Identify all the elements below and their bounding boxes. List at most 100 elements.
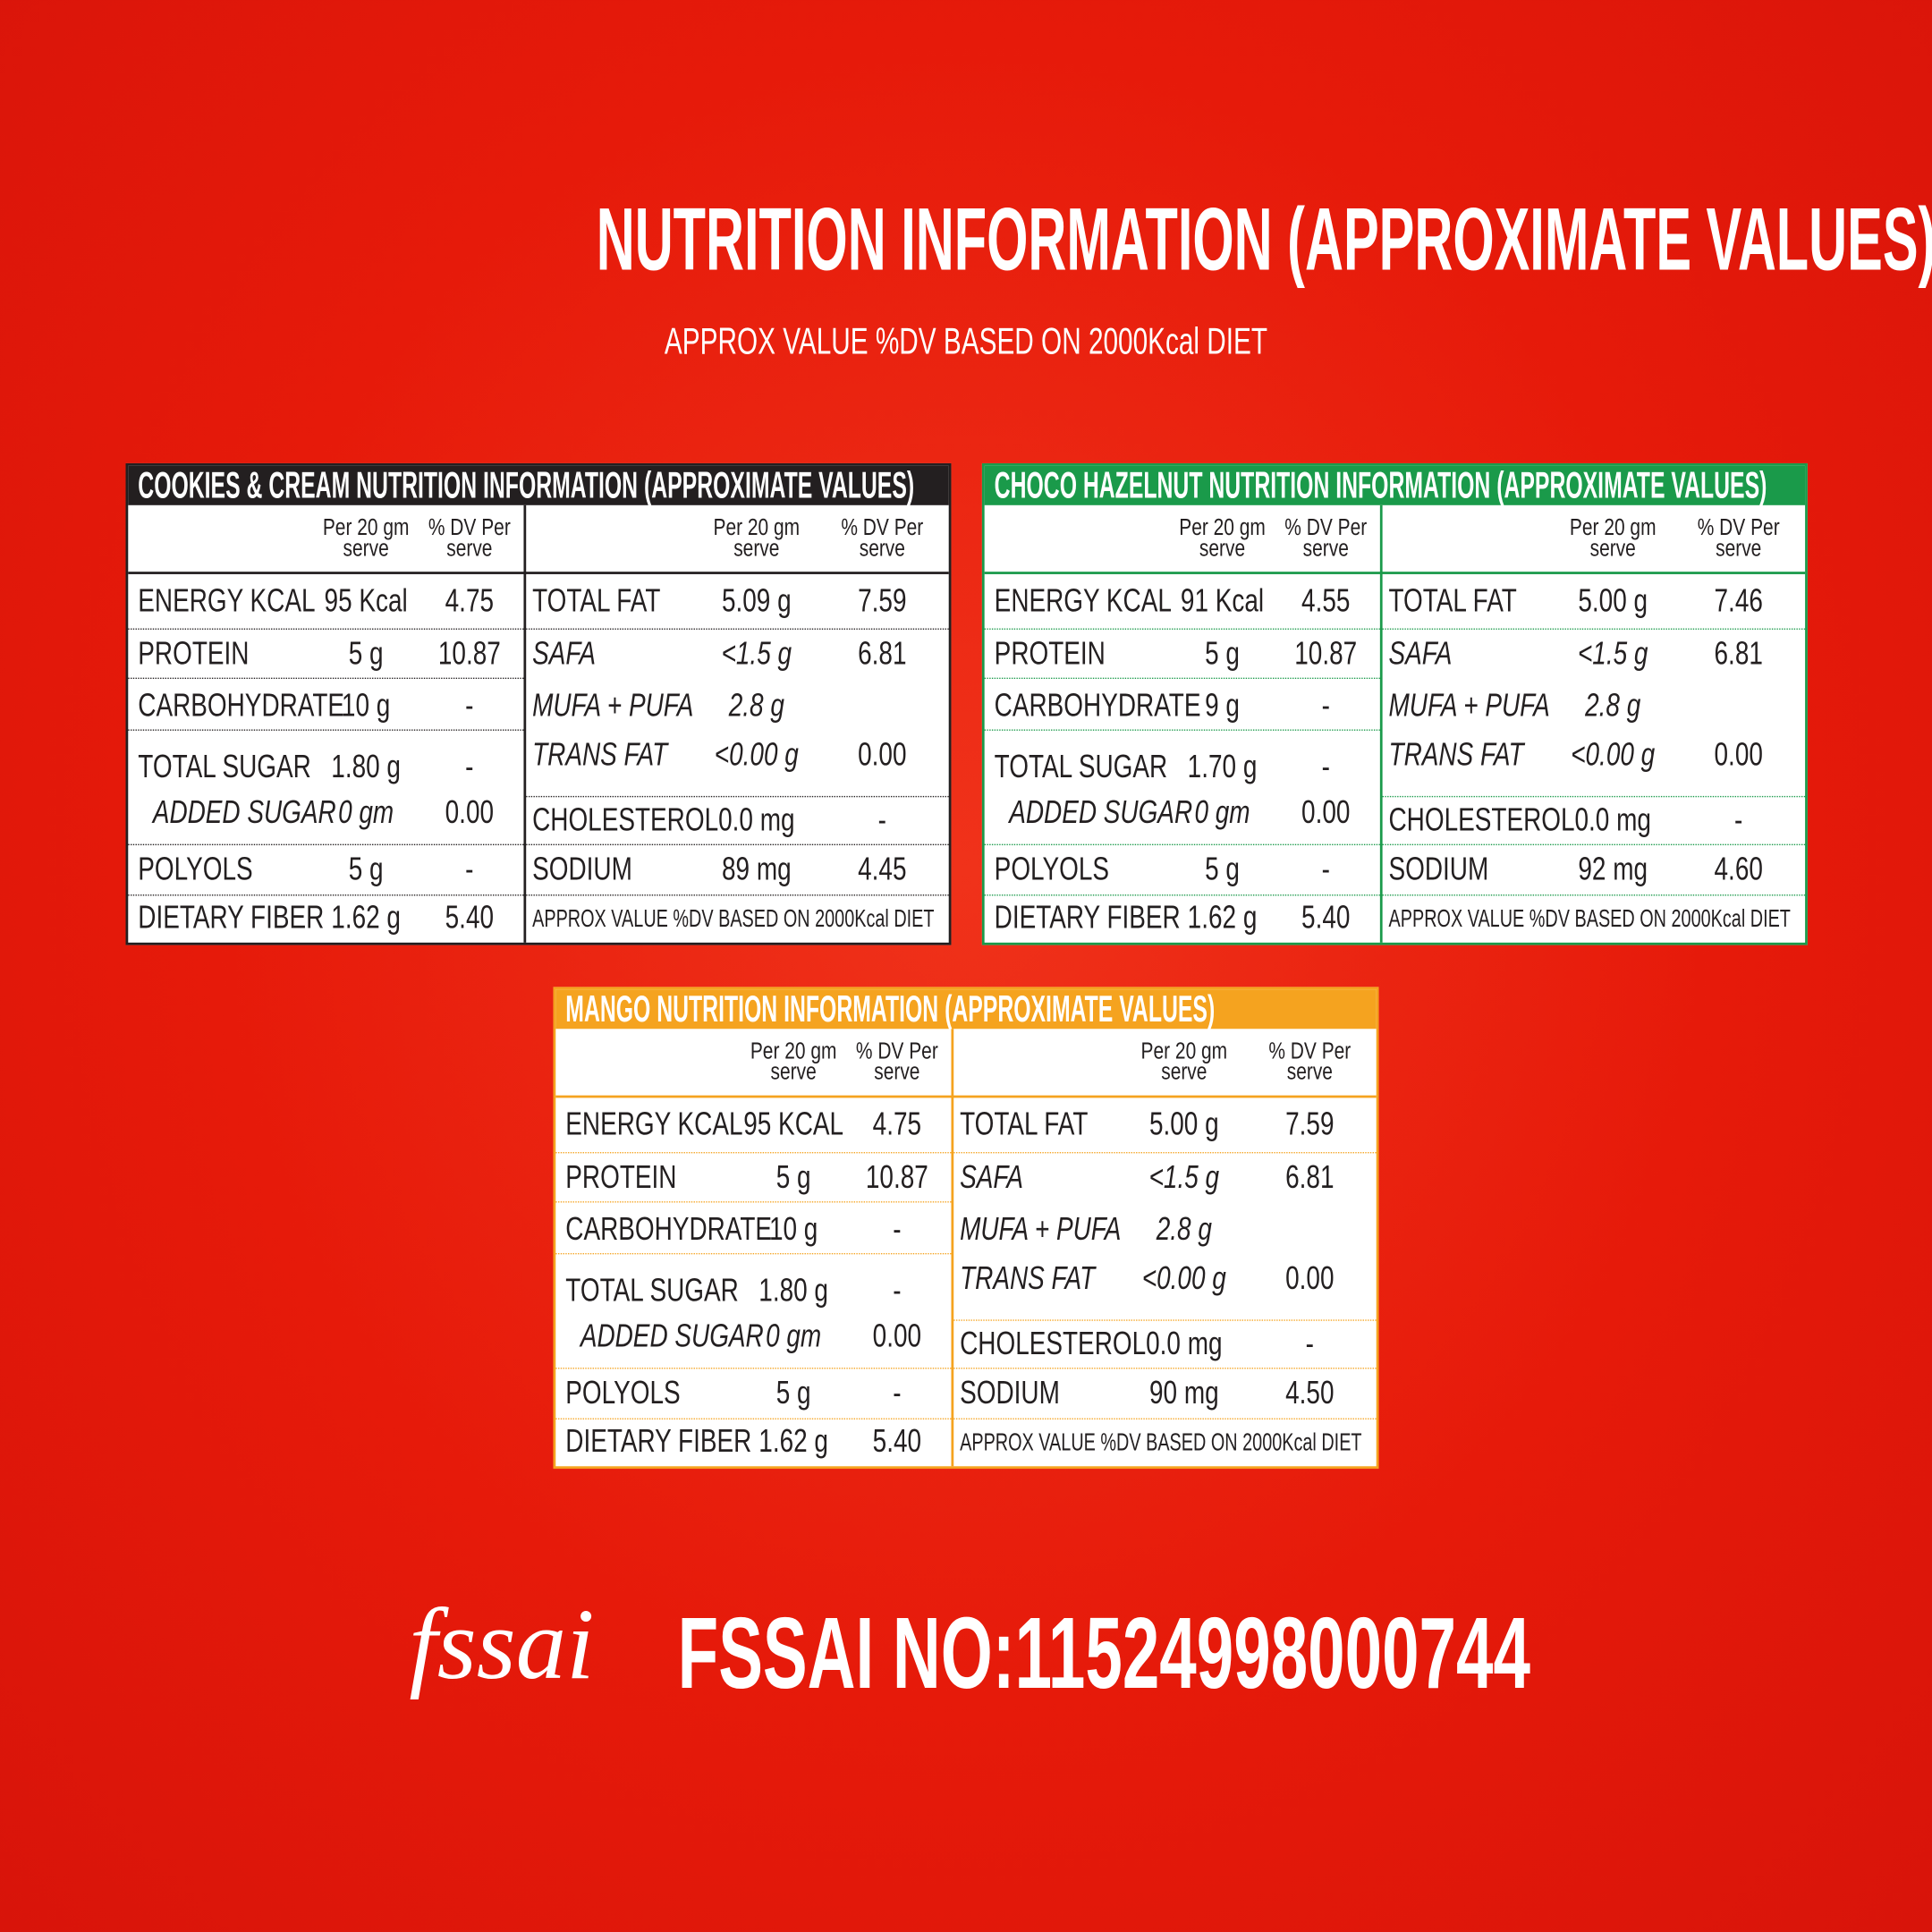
nutrient-amount: 1.62 g <box>331 898 401 936</box>
nutrient-name: TRANS FAT <box>1388 735 1524 773</box>
page-subtitle: APPROX VALUE %DV BASED ON 2000Kcal DIET <box>664 321 1268 362</box>
nutrient-name: DIETARY FIBER <box>994 898 1181 936</box>
row-rule <box>984 677 1380 680</box>
row-rule <box>1382 843 1806 845</box>
column-divider <box>523 504 527 943</box>
row-rule <box>1382 894 1806 896</box>
nutrient-dv: 0.00 <box>1714 735 1763 773</box>
nutrient-amount: 9 g <box>1205 686 1240 724</box>
row-rule <box>555 1152 952 1154</box>
nutrient-amount: 2.8 g <box>1585 686 1641 724</box>
column-header: % DV Per serve <box>855 1038 938 1086</box>
nutrient-dv: 4.75 <box>872 1105 922 1142</box>
nutrient-name: MUFA + PUFA <box>960 1209 1122 1248</box>
nutrient-dv: 7.59 <box>1285 1105 1335 1142</box>
nutrient-dv: - <box>1321 686 1330 724</box>
row-rule <box>526 894 949 896</box>
row-rule <box>128 843 524 845</box>
column-header: % DV Per serve <box>1697 514 1780 563</box>
nutrient-dv: 6.81 <box>1285 1157 1335 1196</box>
nutrient-amount: 0 gm <box>338 793 394 831</box>
row-rule <box>953 1152 1377 1154</box>
row-rule <box>526 628 949 630</box>
row-rule <box>128 677 524 680</box>
nutrient-amount: <0.00 g <box>1571 735 1656 773</box>
nutrient-name: MUFA + PUFA <box>1388 686 1550 724</box>
row-rule <box>984 628 1380 630</box>
fssai-license: FSSAI NO:11524998000744 <box>677 1597 1530 1711</box>
nutrition-panel: COOKIES & CREAM NUTRITION INFORMATION (A… <box>125 462 952 945</box>
nutrient-amount: 95 KCAL <box>743 1105 844 1142</box>
nutrient-name: CHOLESTEROL <box>1388 801 1575 838</box>
nutrient-name: SAFA <box>532 634 597 672</box>
column-header: % DV Per serve <box>1268 1038 1352 1086</box>
panel-title-band: CHOCO HAZELNUT NUTRITION INFORMATION (AP… <box>984 465 1806 506</box>
nutrient-amount: 89 mg <box>721 850 792 887</box>
nutrient-dv: 5.40 <box>445 898 495 936</box>
nutrient-name: CARBOHYDRATE <box>565 1209 773 1248</box>
nutrient-amount: 10 g <box>768 1209 818 1248</box>
panel-title-band: MANGO NUTRITION INFORMATION (APPROXIMATE… <box>555 989 1377 1030</box>
row-rule <box>128 894 524 896</box>
nutrient-dv: 4.45 <box>858 850 907 887</box>
column-header: % DV Per serve <box>428 514 511 563</box>
nutrient-amount: 0.0 mg <box>1146 1324 1223 1362</box>
nutrient-amount: 2.8 g <box>1156 1209 1212 1248</box>
nutrient-amount: <1.5 g <box>721 634 792 672</box>
column-header: Per 20 gm serve <box>1569 514 1657 563</box>
row-rule <box>526 795 949 798</box>
nutrient-dv: - <box>1321 850 1330 887</box>
nutrient-dv: 0.00 <box>872 1317 922 1354</box>
row-rule <box>555 1252 952 1255</box>
table-note: APPROX VALUE %DV BASED ON 2000Kcal DIET <box>1388 905 1791 933</box>
nutrient-dv: 0.00 <box>1285 1258 1335 1297</box>
nutrient-amount: 1.62 g <box>758 1421 828 1460</box>
nutrient-dv: - <box>465 850 474 887</box>
column-divider <box>951 1029 954 1467</box>
nutrient-name: ENERGY KCAL <box>138 581 316 619</box>
nutrient-amount: 5.09 g <box>721 581 792 619</box>
column-header: Per 20 gm serve <box>1179 514 1266 563</box>
nutrient-dv: 0.00 <box>858 735 907 773</box>
table-note: APPROX VALUE %DV BASED ON 2000Kcal DIET <box>532 905 935 933</box>
nutrient-amount: 5 g <box>1205 850 1240 887</box>
nutrient-dv: 6.81 <box>858 634 907 672</box>
table-note: APPROX VALUE %DV BASED ON 2000Kcal DIET <box>960 1428 1362 1457</box>
nutrient-amount: 1.80 g <box>331 748 401 785</box>
nutrient-dv: - <box>893 1373 902 1411</box>
nutrient-amount: <1.5 g <box>1148 1157 1220 1196</box>
row-rule <box>1382 795 1806 798</box>
fssai-logo: fssai <box>409 1588 595 1701</box>
nutrient-amount: <0.00 g <box>714 735 799 773</box>
row-rule <box>526 843 949 845</box>
nutrient-amount: 90 mg <box>1148 1373 1219 1411</box>
nutrient-amount: 5 g <box>348 850 384 887</box>
nutrient-amount: 5 g <box>1205 634 1240 672</box>
panel-title: COOKIES & CREAM NUTRITION INFORMATION (A… <box>138 465 915 507</box>
nutrient-amount: 1.70 g <box>1187 748 1258 785</box>
nutrient-dv: 6.81 <box>1714 634 1763 672</box>
nutrient-name: TOTAL FAT <box>532 581 661 619</box>
nutrient-dv: 4.60 <box>1714 850 1763 887</box>
nutrient-dv: 10.87 <box>437 634 501 672</box>
nutrient-name: PROTEIN <box>994 634 1106 672</box>
column-header: Per 20 gm serve <box>713 514 801 563</box>
nutrient-name: SODIUM <box>960 1373 1060 1411</box>
nutrient-dv: 5.40 <box>872 1421 922 1460</box>
nutrient-name: ADDED SUGAR <box>1009 793 1193 831</box>
nutrient-dv: 4.55 <box>1301 581 1351 619</box>
nutrient-name: ENERGY KCAL <box>565 1105 743 1142</box>
nutrient-amount: 5.00 g <box>1148 1105 1219 1142</box>
panel-title: MANGO NUTRITION INFORMATION (APPROXIMATE… <box>565 989 1216 1030</box>
nutrient-dv: - <box>893 1271 902 1309</box>
nutrient-name: CARBOHYDRATE <box>138 686 345 724</box>
nutrient-dv: 10.87 <box>1294 634 1358 672</box>
column-header-rule <box>984 572 1806 574</box>
nutrient-name: PROTEIN <box>565 1157 677 1196</box>
nutrient-name: DIETARY FIBER <box>138 898 325 936</box>
nutrient-dv: 5.40 <box>1301 898 1351 936</box>
nutrient-amount: 5.00 g <box>1578 581 1648 619</box>
column-header: % DV Per serve <box>841 514 924 563</box>
nutrient-amount: <0.00 g <box>1141 1258 1226 1297</box>
nutrient-name: TOTAL SUGAR <box>138 748 311 785</box>
